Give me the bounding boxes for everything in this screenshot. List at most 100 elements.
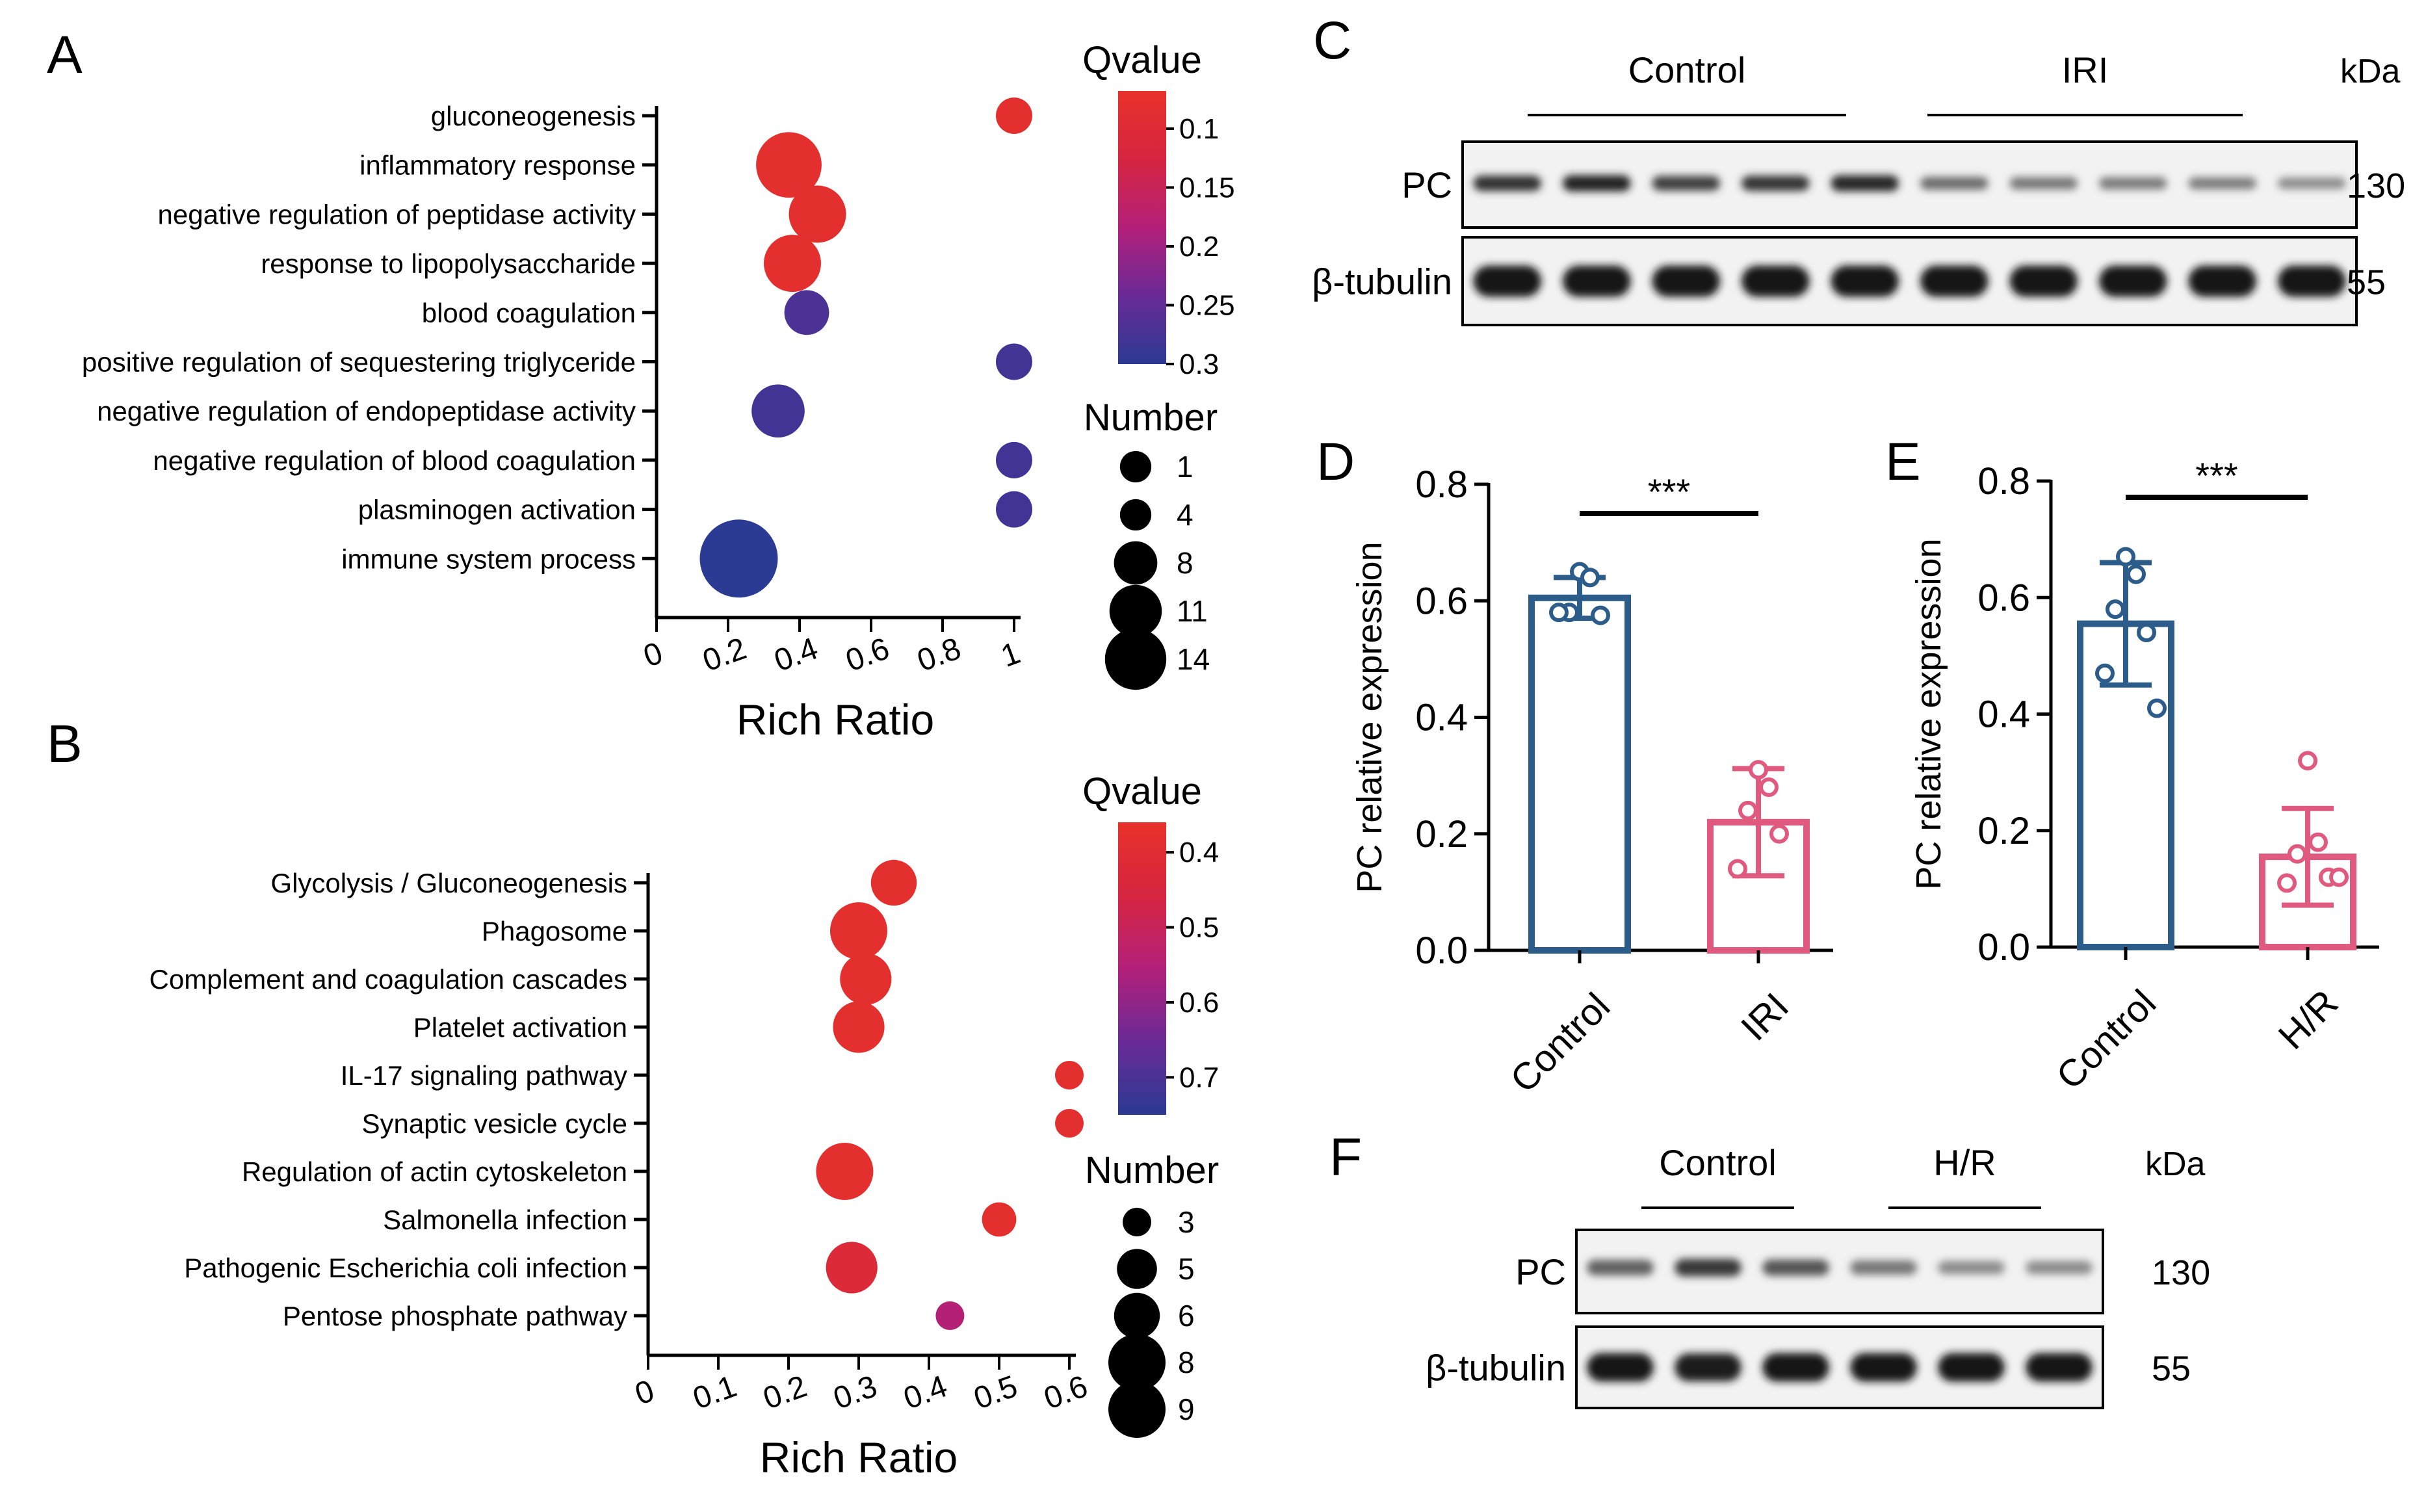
chart-a-x-axis-title: Rich Ratio [737,696,934,744]
blot-c-band-pc [2099,177,2167,190]
chart-e-y-axis-title: PC relative expression [1909,538,1948,889]
blot-f-band-pc [1587,1260,1654,1275]
chart-a-qvalue-legend-title: Qvalue [1082,39,1202,81]
chart-a-number-legend-dot [1109,584,1162,638]
blot-f-row-label-tubulin: β-tubulin [1426,1348,1566,1388]
blot-f-kda-tubulin: 55 [2152,1349,2191,1388]
chart-a-qvalue-colorbar [1118,91,1166,364]
chart-b-number-legend-dot [1123,1208,1151,1236]
blot-c-band-tubulin [2099,265,2167,297]
chart-e-data-point [2298,751,2317,771]
panel-letter-f: F [1329,1128,1362,1187]
chart-a-number-legend-dot [1119,499,1152,531]
blot-f-band-tubulin [2026,1353,2093,1382]
chart-b-category-label: Salmonella infection [383,1205,627,1235]
chart-e-data-point [2288,844,2307,864]
panel-letter-a: A [47,25,83,85]
chart-d-data-point [1549,603,1569,623]
chart-a-bubble-blood-coagulation [784,290,829,335]
blot-c-band-pc [1652,176,1720,191]
chart-b-x-tick-label: 0.5 [969,1369,1022,1416]
chart-a-number-legend-label: 4 [1177,498,1193,532]
chart-b-bubble-platelet-activation [833,1001,885,1053]
chart-d-y-axis-title: PC relative expression [1350,541,1389,893]
chart-a-number-legend-dot [1114,541,1158,585]
chart-b-x-tick-label: 0.6 [1039,1369,1092,1416]
chart-e-y-tick-label: 0.2 [1977,810,2030,852]
chart-a-qvalue-tick-label: 0.25 [1179,289,1235,321]
blot-c-band-tubulin [1741,265,1810,297]
chart-e-data-point [2329,867,2349,887]
blot-f-membrane-pc [1575,1229,2104,1314]
chart-e-data-point [2095,663,2115,683]
chart-a-category-label: positive regulation of sequestering trig… [82,347,636,378]
chart-a-qvalue-tick-label: 0.15 [1179,172,1235,203]
chart-d-y-tick-label: 0.0 [1415,930,1468,972]
blot-c-kda-pc: 130 [2347,166,2405,205]
chart-a-x-tick-label: 0.8 [913,631,965,679]
chart-b-x-tick-label: 0.2 [759,1369,811,1416]
chart-b-x-axis-title: Rich Ratio [760,1433,958,1481]
chart-b-number-legend-dot [1108,1381,1166,1438]
chart-a-qvalue-tick-label: 0.2 [1179,231,1219,263]
chart-d-y-tick-label: 0.8 [1415,463,1468,506]
chart-b-category-label: Pentose phosphate pathway [283,1301,627,1331]
chart-e-y-tick-label: 0.0 [1977,926,2030,969]
blot-c-band-pc [1741,176,1810,191]
chart-b-number-legend-title: Number [1085,1149,1219,1192]
chart-b-number-legend-label: 8 [1178,1346,1195,1379]
blot-c-western: Control IRI kDa PC 130 β-tubulin 55 [1312,49,2405,326]
chart-d-bar: 0.0 0.2 0.4 0.6 0.8 PC relative expression Con… [1350,463,1833,1101]
chart-b-x-tick-label: 0.1 [688,1369,741,1416]
chart-a-category-label: negative regulation of peptidase activit… [158,199,636,229]
chart-a-x-tick-label: 0.6 [841,631,894,679]
chart-b-category-label: Synaptic vesicle cycle [362,1108,628,1139]
blot-c-band-tubulin [1563,265,1631,297]
chart-b-bubble-regulation-of-actin-cytoskeleton [816,1143,874,1200]
chart-b-bubble-complement-and-coagulation-cascades [840,953,892,1005]
chart-a-bubble-immune-system-process [699,519,778,598]
blot-f-membrane-tubulin [1575,1325,2104,1409]
chart-a-qvalue-tick-label: 0.3 [1179,348,1219,380]
blot-c-band-tubulin [1652,265,1720,297]
chart-b-bubble-salmonella-infection [982,1202,1017,1237]
chart-b-x-tick-label: 0.3 [829,1369,881,1416]
chart-a-bubble-negative-regulation-of-endopeptidase-activity [751,384,805,437]
blot-c-band-pc [1920,177,1989,190]
chart-b-number-legend-dot [1108,1334,1166,1391]
chart-a-category-label: gluconeogenesis [431,101,636,131]
blot-c-band-pc [1563,175,1631,192]
chart-d-y-tick-label: 0.2 [1415,813,1468,855]
chart-d-bar-control [1528,594,1631,954]
chart-b-qvalue-legend-title: Qvalue [1082,770,1202,813]
chart-b-bubble-glycolysis-gluconeogenesis [870,859,917,906]
chart-b-bubble-phagosome [830,902,887,959]
chart-a-x-tick-label: 0.4 [770,631,822,679]
chart-b-bubble-pathogenic-escherichia-coli-infection [826,1242,878,1294]
chart-a-category-label: response to lipopolysaccharide [261,248,636,279]
chart-a-bubble-negative-regulation-of-peptidase-activity [789,185,846,243]
chart-e-y-tick-label: 0.6 [1977,577,2030,619]
blot-c-row-label-pc: PC [1402,164,1452,205]
blot-f-row-label-pc: PC [1515,1251,1566,1292]
panel-letter-b: B [47,714,83,774]
chart-b-category-label: Pathogenic Escherichia coli infection [184,1253,627,1283]
chart-b-bubble-il-17-signaling-pathway [1055,1061,1084,1089]
blot-c-band-tubulin [2278,265,2346,297]
blot-c-band-tubulin [1473,265,1541,297]
chart-d-data-point [1591,605,1610,625]
chart-d-data-point [1728,859,1747,879]
blot-c-kda-tubulin: 55 [2347,263,2386,302]
chart-a-bubble-negative-regulation-of-blood-coagulation [996,441,1032,478]
chart-b-qvalue-colorbar [1118,822,1166,1115]
chart-a-number-legend-dot [1104,628,1167,690]
chart-a-category-label: negative regulation of endopeptidase act… [97,396,636,426]
chart-e-x-tick-label: H/R [2271,982,2347,1058]
chart-d-data-point [1749,760,1768,780]
blot-f-band-pc [1675,1258,1741,1277]
chart-a-x-tick-label: 1 [997,636,1024,674]
chart-a-category-label: blood coagulation [422,298,636,328]
chart-b-category-label: Glycolysis / Gluconeogenesis [270,868,627,898]
chart-d-data-point [1769,824,1789,844]
